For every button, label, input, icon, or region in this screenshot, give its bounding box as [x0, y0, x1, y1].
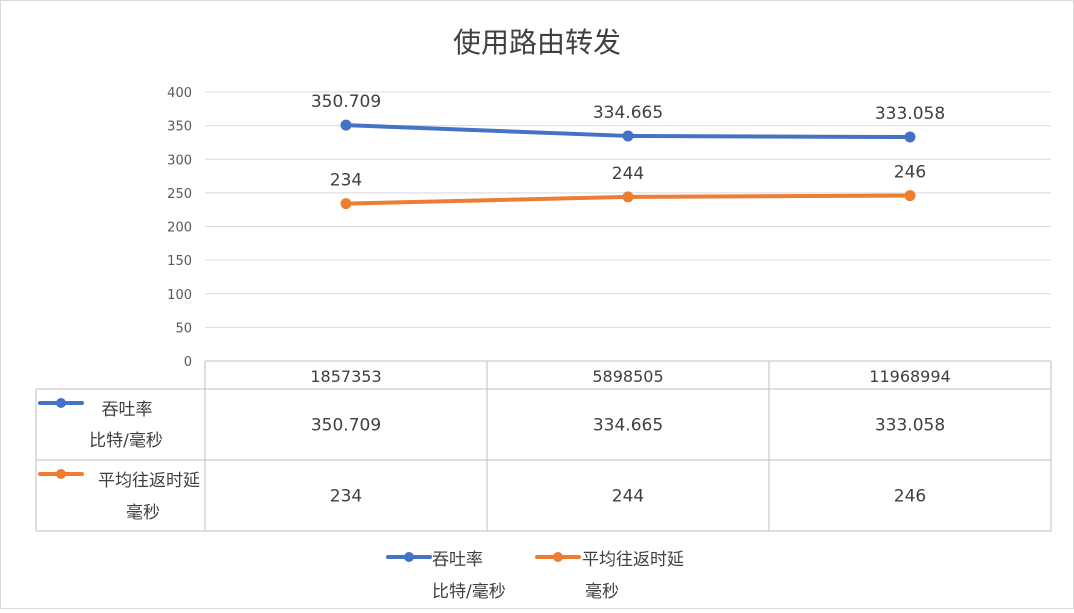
- y-axis-tick-labels: 0 50 100 150 200 250 300 350 400: [167, 86, 192, 370]
- table-cell-value: 234: [330, 487, 362, 507]
- y-tick-label: 300: [167, 153, 192, 168]
- data-label: 350.709: [311, 92, 381, 112]
- legend-entry-name: 平均往返时延: [582, 550, 684, 570]
- data-label: 234: [330, 171, 362, 191]
- data-point: [904, 190, 916, 202]
- table-series-unit: 毫秒: [126, 503, 160, 523]
- y-tick-label: 250: [167, 187, 192, 202]
- y-tick-label: 100: [167, 288, 192, 303]
- legend-entry-unit: 比特/毫秒: [432, 582, 506, 602]
- data-point: [340, 198, 352, 210]
- x-category-label: 1857353: [310, 367, 381, 386]
- table-cell-value: 246: [894, 487, 926, 507]
- table-cell-value: 333.058: [875, 416, 945, 436]
- data-point: [904, 131, 916, 143]
- y-tick-label: 400: [167, 86, 192, 101]
- legend-entry-name: 吞吐率: [432, 550, 483, 570]
- data-labels: 350.709 334.665 333.058 234 244 246: [311, 92, 945, 190]
- data-label: 334.665: [593, 103, 663, 123]
- data-point: [622, 130, 634, 142]
- data-label: 333.058: [875, 104, 945, 124]
- table-series-name: 吞吐率: [102, 400, 153, 420]
- data-point: [340, 119, 352, 131]
- data-label: 246: [894, 163, 926, 183]
- table-legend-key-marker: [56, 469, 66, 479]
- data-point: [622, 191, 634, 203]
- table-legend-key-marker: [56, 398, 66, 408]
- table-cell-value: 350.709: [311, 416, 381, 436]
- y-tick-label: 150: [167, 254, 192, 269]
- legend-key-marker: [404, 552, 414, 562]
- y-tick-label: 50: [175, 321, 192, 336]
- y-tick-label: 0: [184, 355, 192, 370]
- y-tick-label: 350: [167, 120, 192, 135]
- legend-entry-unit: 毫秒: [585, 582, 619, 602]
- legend-key-marker: [553, 552, 563, 562]
- data-label: 244: [612, 164, 644, 184]
- x-category-label: 11968994: [869, 367, 950, 386]
- x-category-label: 5898505: [592, 367, 663, 386]
- series-lines: [340, 119, 916, 210]
- chart-title: 使用路由转发: [453, 26, 621, 59]
- table-series-name: 平均往返时延: [98, 471, 200, 491]
- y-tick-label: 200: [167, 221, 192, 236]
- table-cell-value: 244: [612, 487, 644, 507]
- table-series-unit: 比特/毫秒: [89, 431, 163, 451]
- table-cell-value: 334.665: [593, 416, 663, 436]
